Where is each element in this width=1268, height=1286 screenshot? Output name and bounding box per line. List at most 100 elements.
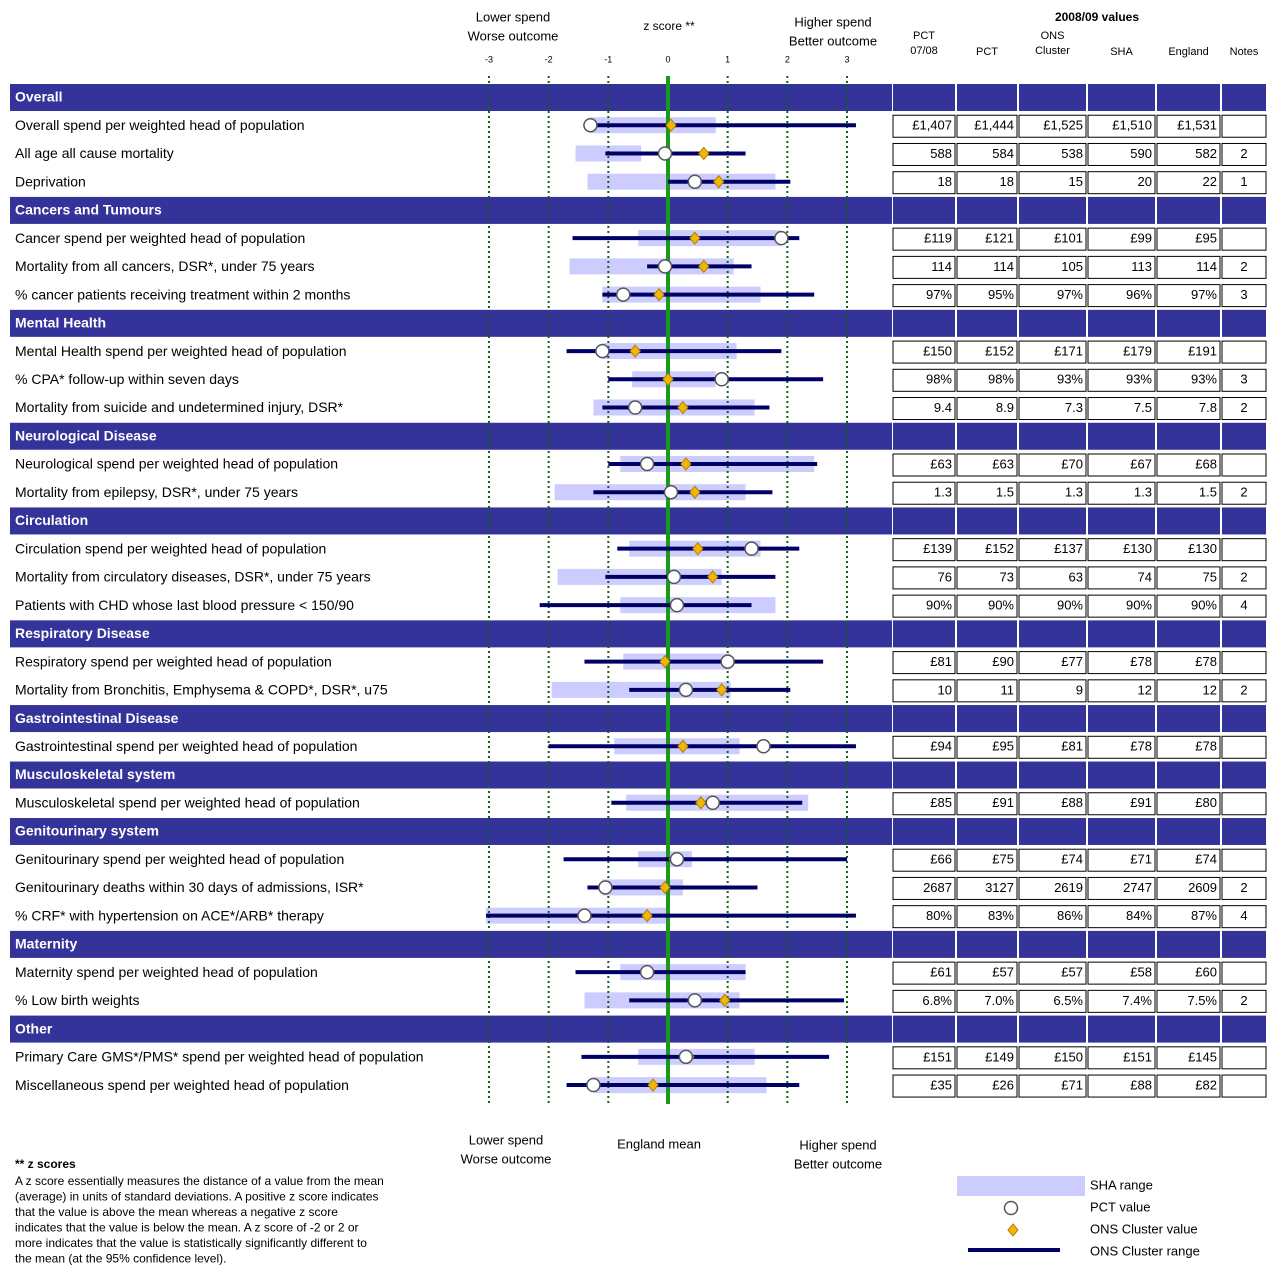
cluster-value (659, 654, 671, 669)
axis-title: z score ** (643, 19, 695, 33)
section-cell (893, 817, 955, 845)
section-cell (1222, 507, 1266, 535)
table-cell (1221, 1046, 1267, 1070)
legend-label: SHA range (1090, 1177, 1153, 1192)
table-cell (1087, 989, 1156, 1013)
rows: Overall Overall spend per weighted head o… (10, 84, 1267, 1098)
cluster-value (689, 231, 701, 245)
table-cell (1087, 171, 1156, 195)
table-value: 588 (930, 146, 952, 161)
table-cell (892, 284, 956, 308)
table-value: £71 (1061, 1077, 1083, 1092)
cluster-value (653, 287, 665, 302)
pct-value (669, 597, 685, 613)
table-cell (1018, 792, 1087, 816)
table-cell (892, 1046, 956, 1070)
table-cell (1018, 368, 1087, 392)
table-value: £85 (930, 795, 952, 810)
table-value: £61 (930, 965, 952, 980)
table-cell (892, 171, 956, 195)
pct-value (639, 456, 655, 472)
legend-label: PCT value (1090, 1199, 1150, 1214)
x-tick-label: -1 (604, 54, 612, 64)
section-cell (1157, 196, 1220, 224)
table-cell (1221, 114, 1267, 138)
cluster-value (647, 1078, 659, 1092)
cluster-value (659, 880, 671, 895)
table-value: 93% (1126, 372, 1152, 387)
table-value: 73 (1000, 569, 1014, 584)
table-cell (1221, 989, 1267, 1013)
table-cell (1221, 848, 1267, 872)
row-label: % CRF* with hypertension on ACE*/ARB* th… (15, 907, 324, 923)
table-cell (892, 651, 956, 675)
table-cell (1221, 679, 1267, 703)
table-cell (1156, 142, 1221, 166)
table-cell (1087, 679, 1156, 703)
header-text: PCT (976, 46, 998, 58)
table-cell (1156, 368, 1221, 392)
table-cell (956, 481, 1018, 505)
table-value: 590 (1130, 146, 1152, 161)
table-value: 2609 (1188, 880, 1217, 895)
section-title: Circulation (15, 512, 88, 528)
section-cell (957, 84, 1017, 111)
row-label: Genitourinary deaths within 30 days of a… (15, 879, 364, 895)
table-cell (956, 566, 1018, 590)
table-value: £81 (930, 654, 952, 669)
table-cell (956, 397, 1018, 421)
table-cell (1221, 481, 1267, 505)
cluster-value (689, 485, 701, 500)
section-cell (1157, 84, 1220, 111)
table-cell (1156, 876, 1221, 900)
section-cell (1157, 930, 1220, 958)
pct-value (687, 993, 703, 1008)
table-cell (1087, 114, 1156, 138)
cluster-value (719, 993, 731, 1008)
table-value: 98% (926, 372, 952, 387)
table-cell (892, 227, 956, 251)
table-value: 6.8% (922, 993, 952, 1008)
table-value: 1.5 (996, 485, 1014, 500)
table-value: £60 (1195, 965, 1217, 980)
mean-label: England mean (617, 1136, 701, 1151)
table-cell (1156, 792, 1221, 816)
table-value: £66 (930, 852, 952, 867)
table-value: 1.3 (1065, 485, 1083, 500)
table-cell (1221, 453, 1267, 477)
table-cell (1221, 538, 1267, 562)
section-cell (893, 507, 955, 535)
section-title: Genitourinary system (15, 823, 159, 839)
header-text: Cluster (1035, 45, 1070, 57)
table-value: 75 (1203, 569, 1217, 584)
table-value: 20 (1138, 174, 1152, 189)
table-cell (892, 453, 956, 477)
row-label: Mortality from circulatory diseases, DSR… (15, 569, 371, 585)
section-band (10, 422, 892, 450)
table-cell (1156, 735, 1221, 759)
table-cell (956, 735, 1018, 759)
section-cell (1088, 309, 1155, 337)
header-text: England (1168, 46, 1208, 58)
x-tick-label: -2 (545, 54, 553, 64)
x-tick-label: 0 (665, 54, 670, 64)
cluster-value (662, 372, 674, 387)
table-value: £88 (1130, 1077, 1152, 1092)
table-value: 2619 (1054, 880, 1083, 895)
section-cell (893, 761, 955, 789)
x-tick-label: 2 (785, 54, 790, 64)
section-title: Other (15, 1020, 53, 1036)
row-label: % CPA* follow-up within seven days (15, 371, 239, 387)
table-cell (956, 1046, 1018, 1070)
table-value: £149 (985, 1049, 1014, 1064)
table-value: 2747 (1123, 880, 1152, 895)
section-cell (1157, 705, 1220, 733)
table-cell (1087, 142, 1156, 166)
table-value: 6.5% (1053, 993, 1083, 1008)
table-cell (1221, 142, 1267, 166)
footnote-line: the mean (at the 95% confidence level). (15, 1252, 226, 1266)
table-value: £179 (1123, 344, 1152, 359)
section-cell (1019, 309, 1086, 337)
table-cell (1156, 284, 1221, 308)
